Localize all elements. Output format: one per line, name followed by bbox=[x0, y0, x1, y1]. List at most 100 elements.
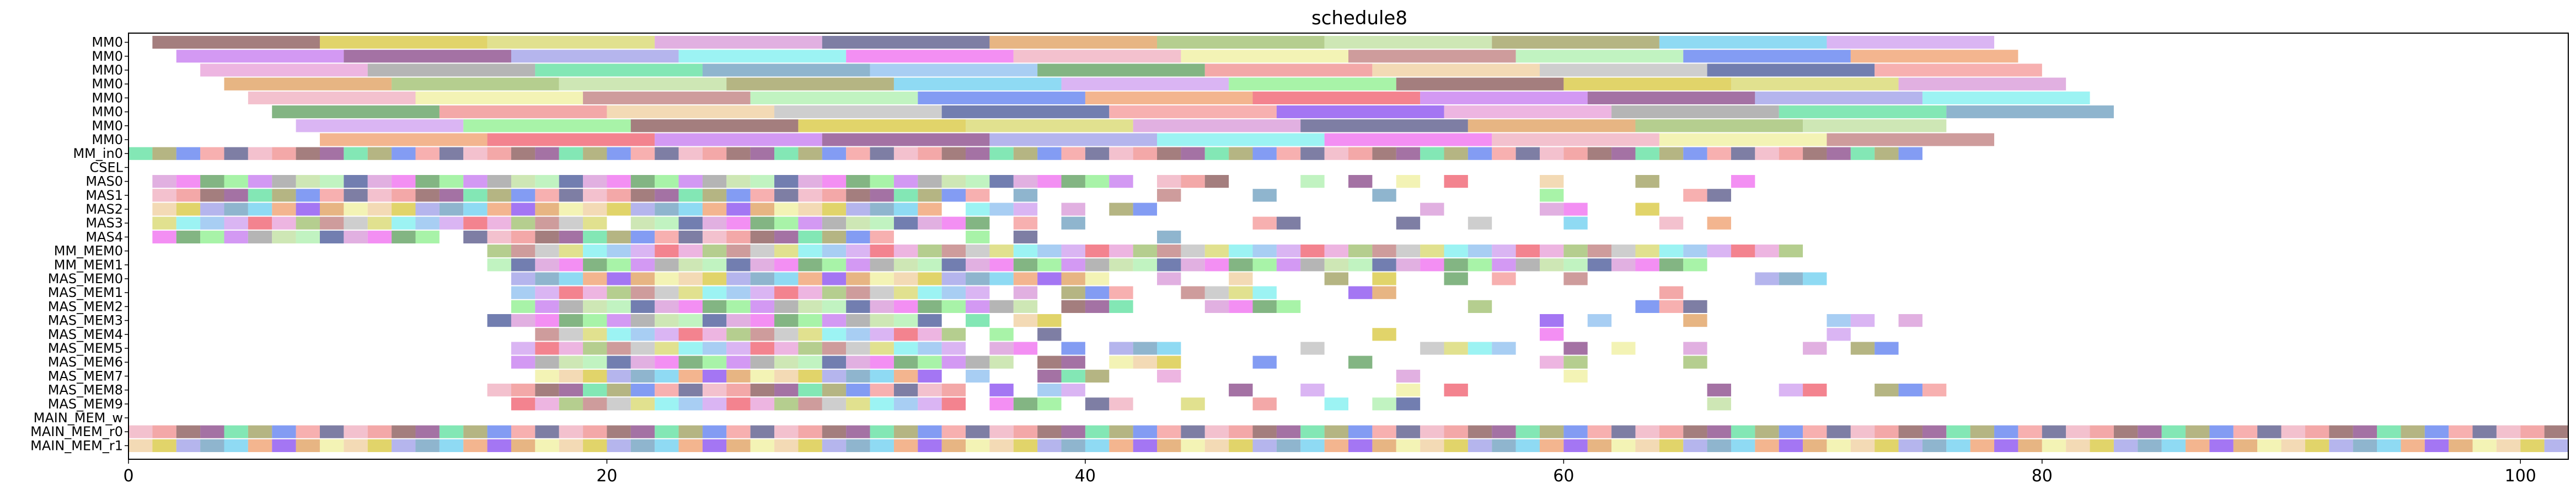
bar-mas3-33 bbox=[918, 216, 942, 230]
bar-mas-mem7-38 bbox=[1037, 369, 1062, 383]
bar-mas-mem1-18 bbox=[559, 286, 583, 299]
bar-mm-mem0-46 bbox=[1229, 245, 1253, 258]
bar-mm-in0-50 bbox=[1324, 147, 1348, 160]
bar-mm-mem1-27 bbox=[774, 258, 799, 272]
bar-main-mem-r1-19 bbox=[583, 439, 607, 452]
bar-mas-mem0-32 bbox=[893, 272, 918, 285]
bar-mas-mem1-64 bbox=[1659, 286, 1684, 299]
bar-mas2-1 bbox=[152, 203, 176, 216]
bar-mas2-27 bbox=[774, 203, 799, 216]
bar-mas-mem8-26 bbox=[750, 384, 775, 397]
bar-main-mem-r0-85 bbox=[2161, 425, 2186, 438]
bar-mm-mem0-41 bbox=[1109, 245, 1133, 258]
bar-mm-in0-30 bbox=[846, 147, 870, 160]
bar-main-mem-r1-11 bbox=[392, 439, 416, 452]
bar-main-mem-r0-15 bbox=[487, 425, 511, 438]
bar-main-mem-r0-82 bbox=[2090, 425, 2114, 438]
bar-main-mem-r0-16 bbox=[511, 425, 535, 438]
bar-mas-mem9-16 bbox=[511, 397, 535, 411]
bar-mas-mem6-59 bbox=[1539, 355, 1564, 369]
y-tick-label: MM0 bbox=[92, 35, 123, 50]
bar-mm0-0-6 bbox=[1157, 36, 1325, 49]
bar-mm-mem1-60 bbox=[1563, 258, 1588, 272]
bar-mas-mem9-33 bbox=[918, 397, 942, 411]
bar-mm-mem1-54 bbox=[1420, 258, 1444, 272]
bar-main-mem-r0-81 bbox=[2066, 425, 2090, 438]
bar-mas-mem8-29 bbox=[822, 384, 847, 397]
bar-mm-mem1-50 bbox=[1324, 258, 1348, 272]
bar-mas1-16 bbox=[511, 189, 535, 202]
bar-mm-mem0-50 bbox=[1324, 245, 1348, 258]
bar-mas1-65 bbox=[1683, 189, 1707, 202]
bar-mm0-3-8 bbox=[1563, 77, 1731, 91]
bar-main-mem-r0-7 bbox=[296, 425, 320, 438]
bar-mas2-54 bbox=[1420, 203, 1444, 216]
bar-mas0-18 bbox=[559, 175, 583, 188]
bar-mas-mem5-17 bbox=[535, 342, 559, 355]
bar-mm-in0-27 bbox=[774, 147, 799, 160]
bar-mas3-16 bbox=[511, 216, 535, 230]
bar-mas3-60 bbox=[1563, 216, 1588, 230]
bar-mm-mem0-56 bbox=[1468, 245, 1492, 258]
bar-mm-mem1-47 bbox=[1252, 258, 1277, 272]
bar-mas3-18 bbox=[559, 216, 583, 230]
bar-mas-mem5-22 bbox=[655, 342, 679, 355]
bar-main-mem-r0-38 bbox=[1037, 425, 1062, 438]
bar-mas0-26 bbox=[750, 175, 775, 188]
bar-mm-mem1-58 bbox=[1515, 258, 1540, 272]
bar-mas-mem0-25 bbox=[726, 272, 751, 285]
bar-mas1-8 bbox=[319, 189, 344, 202]
bar-mas4-23 bbox=[678, 230, 703, 243]
bar-mm0-0-4 bbox=[822, 36, 990, 49]
bar-mas2-24 bbox=[702, 203, 727, 216]
y-tick-label: MM0 bbox=[92, 49, 123, 64]
x-ticks: 0 20 40 60 80 100 bbox=[123, 459, 2536, 486]
bar-mm-mem0-34 bbox=[941, 245, 966, 258]
bar-main-mem-r0-46 bbox=[1229, 425, 1253, 438]
bar-mas1-17 bbox=[535, 189, 559, 202]
bar-mm-mem0-44 bbox=[1181, 245, 1205, 258]
bar-mas1-27 bbox=[774, 189, 799, 202]
bar-mas-mem4-19 bbox=[583, 328, 607, 341]
bar-mm-mem1-23 bbox=[678, 258, 703, 272]
bar-mas2-39 bbox=[1061, 203, 1085, 216]
bar-mm-in0-18 bbox=[559, 147, 583, 160]
bar-mas0-8 bbox=[319, 175, 344, 188]
bar-mas-mem1-39 bbox=[1061, 286, 1085, 299]
bar-main-mem-r1-64 bbox=[1659, 439, 1684, 452]
bar-mm0-1-9 bbox=[1683, 50, 1851, 63]
bar-main-mem-r1-13 bbox=[439, 439, 464, 452]
bar-main-mem-r0-54 bbox=[1420, 425, 1444, 438]
bar-mm0-1-5 bbox=[1013, 50, 1181, 63]
bar-mas-mem0-40 bbox=[1085, 272, 1110, 285]
bar-mm-in0-36 bbox=[989, 147, 1014, 160]
bar-mm-in0-10 bbox=[367, 147, 392, 160]
bar-mas1-14 bbox=[463, 189, 488, 202]
bar-mas2-11 bbox=[392, 203, 416, 216]
bar-main-mem-r1-45 bbox=[1204, 439, 1229, 452]
bar-mas3-6 bbox=[272, 216, 296, 230]
bar-mm0-2-4 bbox=[870, 63, 1038, 77]
bar-main-mem-r0-67 bbox=[1731, 425, 1755, 438]
bar-mm-in0-28 bbox=[798, 147, 822, 160]
y-tick-label: MAS_MEM9 bbox=[48, 396, 123, 412]
bar-mas3-29 bbox=[822, 216, 847, 230]
bar-mas-mem6-38 bbox=[1037, 355, 1062, 369]
bar-mas-mem0-26 bbox=[750, 272, 775, 285]
bar-main-mem-r0-72 bbox=[1850, 425, 1875, 438]
bar-mas-mem5-39 bbox=[1061, 342, 1085, 355]
bar-mm-in0-16 bbox=[511, 147, 535, 160]
bar-main-mem-r0-37 bbox=[1013, 425, 1038, 438]
bar-mas4-25 bbox=[726, 230, 751, 243]
bar-mas-mem0-33 bbox=[918, 272, 942, 285]
bar-mas3-19 bbox=[583, 216, 607, 230]
bar-mm-in0-34 bbox=[941, 147, 966, 160]
bar-mm-mem0-67 bbox=[1731, 245, 1755, 258]
bar-main-mem-r1-80 bbox=[2042, 439, 2066, 452]
bar-mas-mem3-31 bbox=[870, 314, 894, 327]
bar-main-mem-r1-51 bbox=[1348, 439, 1373, 452]
bar-mas0-23 bbox=[678, 175, 703, 188]
bar-mas0-44 bbox=[1181, 175, 1205, 188]
bar-mm-in0-42 bbox=[1133, 147, 1158, 160]
bar-mas3-37 bbox=[1013, 216, 1038, 230]
